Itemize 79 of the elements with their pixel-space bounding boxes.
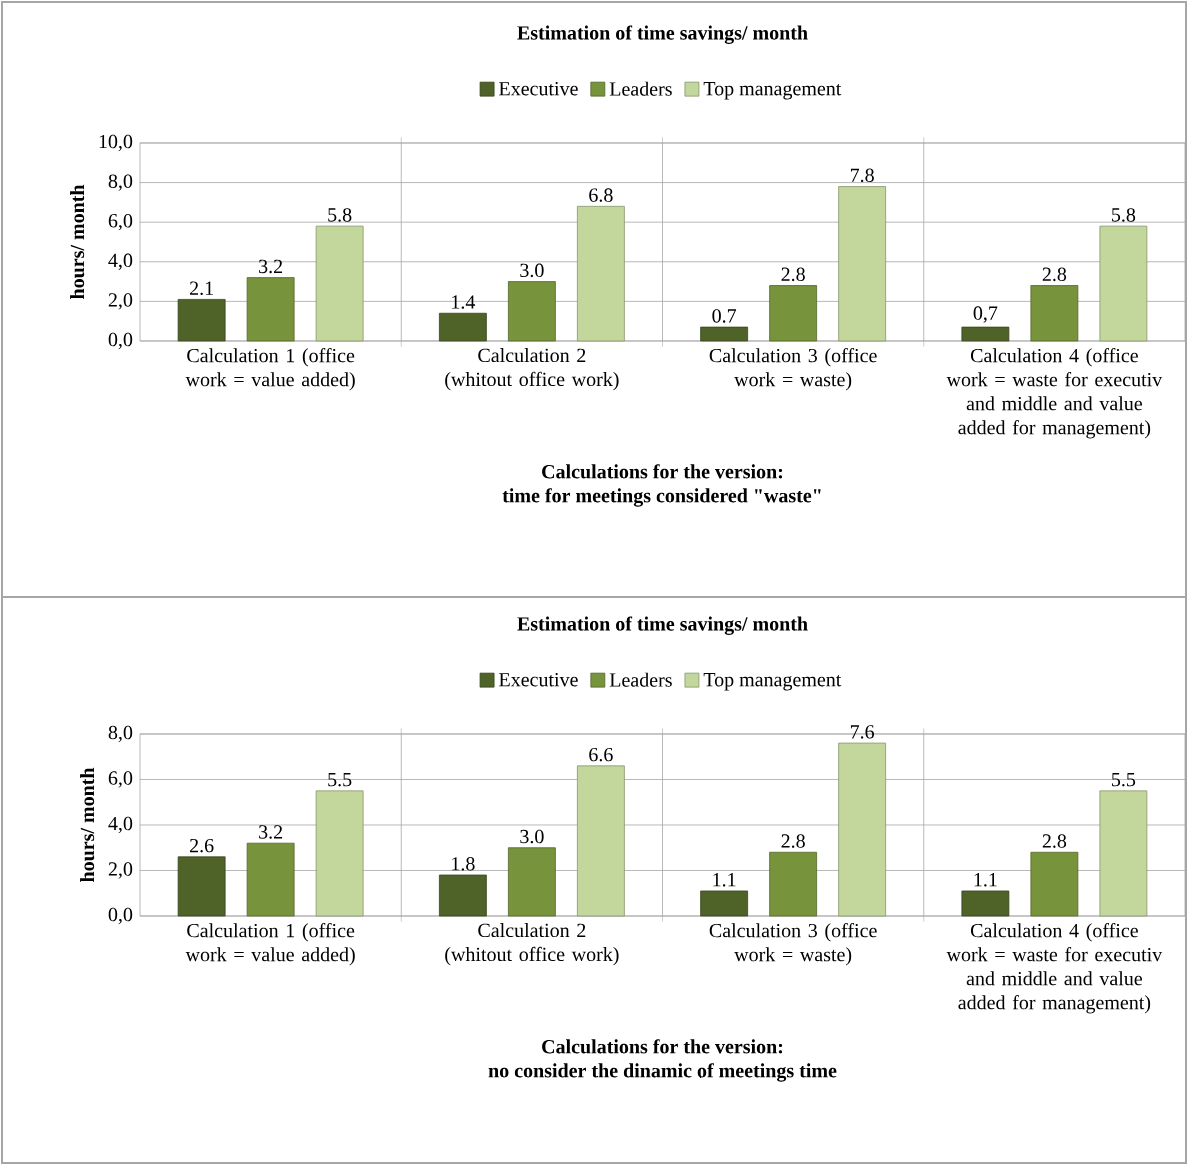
- bar: [507, 281, 556, 342]
- bar: [1099, 225, 1148, 342]
- data-label: 1.1: [713, 873, 736, 887]
- y-tick-label: 6,0: [108, 771, 133, 788]
- data-label: 2.8: [781, 267, 805, 282]
- data-label: 6.6: [589, 747, 613, 762]
- y-tick-label: 4,0: [108, 816, 133, 834]
- bar: [177, 856, 226, 917]
- chart-title: Estimation of time savings/ month: [517, 25, 808, 44]
- legend-label: Executive: [499, 82, 578, 96]
- data-label: 3.0: [520, 263, 544, 278]
- bar: [838, 186, 887, 342]
- bar: [769, 285, 818, 342]
- x-tick-label: Calculation 3 (office work = waste): [709, 923, 877, 966]
- data-label: 5.5: [328, 773, 352, 787]
- bar: [576, 205, 625, 342]
- x-tick-label: Calculation 3 (office work = waste): [709, 348, 877, 391]
- data-label: 2.6: [190, 838, 214, 853]
- y-tick-label: 10,0: [99, 134, 133, 152]
- data-label: 1.4: [452, 295, 476, 309]
- bar: [700, 890, 749, 917]
- bar: [507, 847, 556, 917]
- y-tick-label: 2,0: [108, 862, 133, 879]
- y-axis-title: hours/ month: [80, 767, 95, 882]
- bar: [1030, 851, 1079, 917]
- x-axis-title: Calculations for the version: no consider the dinamic of meetings time: [488, 1039, 837, 1082]
- bar: [246, 277, 295, 342]
- bar: [769, 851, 818, 917]
- y-tick-label: 4,0: [108, 253, 133, 270]
- y-tick-label: 0,0: [108, 332, 133, 350]
- data-label: 7.8: [850, 168, 874, 183]
- bar: [1030, 285, 1079, 342]
- bar: [177, 299, 226, 342]
- bar: [700, 326, 749, 342]
- data-label: 5.8: [328, 208, 352, 222]
- bar: [961, 326, 1010, 342]
- x-tick-label: Calculation 4 (office work = waste for executiv and middle and value added for management): [946, 348, 1163, 439]
- bar: [1099, 790, 1148, 917]
- x-tick-label: Calculation 4 (office work = waste for executiv and middle and value added for management): [946, 923, 1163, 1014]
- legend-label: Leaders: [609, 672, 672, 687]
- data-label: 0,7: [973, 306, 998, 323]
- data-label: 1.1: [974, 873, 997, 887]
- bar: [438, 874, 487, 917]
- data-label: 7.6: [850, 725, 875, 739]
- data-label: 2.8: [1042, 834, 1067, 848]
- y-tick-label: 8,0: [108, 725, 133, 743]
- legend-label: Top management: [703, 673, 842, 691]
- y-tick-label: 2,0: [108, 293, 133, 310]
- x-tick-label: Calculation 2 (whitout office work): [445, 348, 619, 391]
- chart-title: Estimation of time savings/ month: [517, 616, 808, 635]
- bar: [438, 312, 487, 342]
- bar: [576, 765, 625, 917]
- x-axis-title: Calculations for the version: time for meetings considered "waste": [502, 464, 821, 507]
- bar: [246, 842, 295, 917]
- data-label: 0.7: [712, 309, 737, 323]
- y-tick-label: 6,0: [108, 213, 133, 231]
- bar: [315, 790, 364, 917]
- legend-label: Leaders: [609, 81, 672, 96]
- data-label: 5.8: [1112, 208, 1136, 222]
- y-axis-title: hours/ month: [70, 184, 85, 299]
- legend-label: Top management: [703, 82, 842, 100]
- x-tick-label: Calculation 1 (office work = value added): [185, 348, 355, 391]
- x-tick-label: Calculation 2 (whitout office work): [445, 923, 619, 966]
- data-label: 3.2: [259, 259, 283, 274]
- data-label: 6.8: [589, 188, 613, 202]
- data-label: 2.8: [781, 834, 805, 848]
- data-label: 3.2: [259, 825, 283, 839]
- bar: [838, 742, 887, 917]
- legend-label: Executive: [499, 673, 578, 687]
- y-tick-label: 8,0: [108, 174, 133, 191]
- data-label: 2.8: [1042, 267, 1067, 282]
- data-label: 5.5: [1112, 773, 1136, 787]
- x-tick-label: Calculation 1 (office work = value added): [185, 923, 355, 966]
- bar: [315, 225, 364, 342]
- bar: [961, 890, 1010, 917]
- data-label: 2.1: [190, 281, 213, 295]
- data-label: 1.8: [452, 857, 475, 871]
- data-label: 3.0: [520, 829, 544, 844]
- y-tick-label: 0,0: [108, 907, 133, 925]
